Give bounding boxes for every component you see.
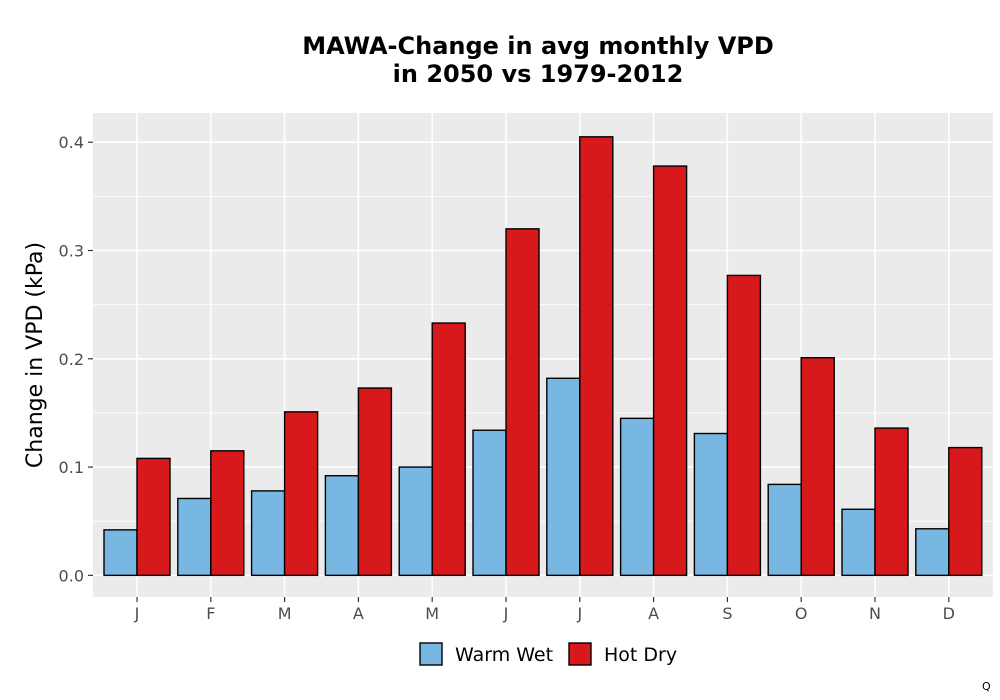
y-tick-label: 0.1 bbox=[59, 458, 84, 477]
bar-hot-dry-2 bbox=[210, 450, 245, 577]
bar-warm-wet-12 bbox=[915, 528, 950, 577]
y-tick-label: 0.4 bbox=[59, 133, 84, 152]
bar-warm-wet-2 bbox=[177, 497, 212, 577]
bar-hot-dry-6 bbox=[505, 228, 540, 577]
x-tick-label: J bbox=[503, 604, 509, 623]
y-axis-title: Change in VPD (kPa) bbox=[23, 242, 48, 468]
x-tick-label: M bbox=[278, 604, 292, 623]
x-tick-label: S bbox=[722, 604, 732, 623]
x-tick-label: M bbox=[425, 604, 439, 623]
bar-warm-wet-7 bbox=[546, 377, 581, 577]
bar-warm-wet-3 bbox=[250, 490, 286, 577]
bar-hot-dry-10 bbox=[800, 357, 835, 577]
bar-hot-dry-4 bbox=[357, 387, 393, 577]
bar-warm-wet-10 bbox=[767, 483, 802, 577]
legend-swatch-hot-dry bbox=[568, 642, 592, 666]
y-axis: 0.0 0.1 0.2 0.3 0.4 bbox=[59, 133, 93, 585]
bar-warm-wet-6 bbox=[472, 429, 507, 577]
bar-warm-wet-8 bbox=[619, 417, 655, 577]
bar-hot-dry-9 bbox=[726, 274, 762, 577]
x-tick-label: D bbox=[943, 604, 955, 623]
bars bbox=[103, 136, 983, 577]
chart-title-line: in 2050 vs 1979-2012 bbox=[393, 60, 684, 88]
bar-hot-dry-1 bbox=[136, 457, 171, 577]
legend-swatch-warm-wet bbox=[419, 642, 443, 666]
y-tick-label: 0.0 bbox=[59, 566, 84, 585]
bar-hot-dry-3 bbox=[283, 411, 319, 577]
legend: Warm Wet Hot Dry bbox=[419, 642, 677, 666]
x-tick-label: F bbox=[206, 604, 215, 623]
bar-warm-wet-9 bbox=[693, 432, 729, 577]
bar-hot-dry-12 bbox=[948, 446, 983, 577]
bar-hot-dry-8 bbox=[652, 165, 688, 577]
x-tick-label: J bbox=[576, 604, 582, 623]
bar-warm-wet-5 bbox=[398, 466, 433, 577]
x-tick-label: A bbox=[648, 604, 659, 623]
chart-title-line: MAWA-Change in avg monthly VPD bbox=[302, 32, 774, 60]
y-tick-label: 0.2 bbox=[59, 350, 84, 369]
x-tick-label: A bbox=[353, 604, 364, 623]
legend-label-hot-dry: Hot Dry bbox=[604, 644, 677, 666]
x-tick-label: N bbox=[869, 604, 881, 623]
bar-hot-dry-11 bbox=[874, 427, 909, 577]
y-tick-label: 0.3 bbox=[59, 242, 84, 261]
bar-warm-wet-11 bbox=[841, 508, 876, 577]
x-tick-label: J bbox=[134, 604, 140, 623]
bar-warm-wet-1 bbox=[103, 529, 138, 577]
x-tick-label: O bbox=[795, 604, 808, 623]
bar-hot-dry-7 bbox=[579, 136, 614, 577]
bar-hot-dry-5 bbox=[431, 322, 466, 577]
corner-mark: Q bbox=[982, 680, 991, 693]
bar-warm-wet-4 bbox=[324, 475, 360, 577]
legend-label-warm-wet: Warm Wet bbox=[455, 644, 553, 666]
